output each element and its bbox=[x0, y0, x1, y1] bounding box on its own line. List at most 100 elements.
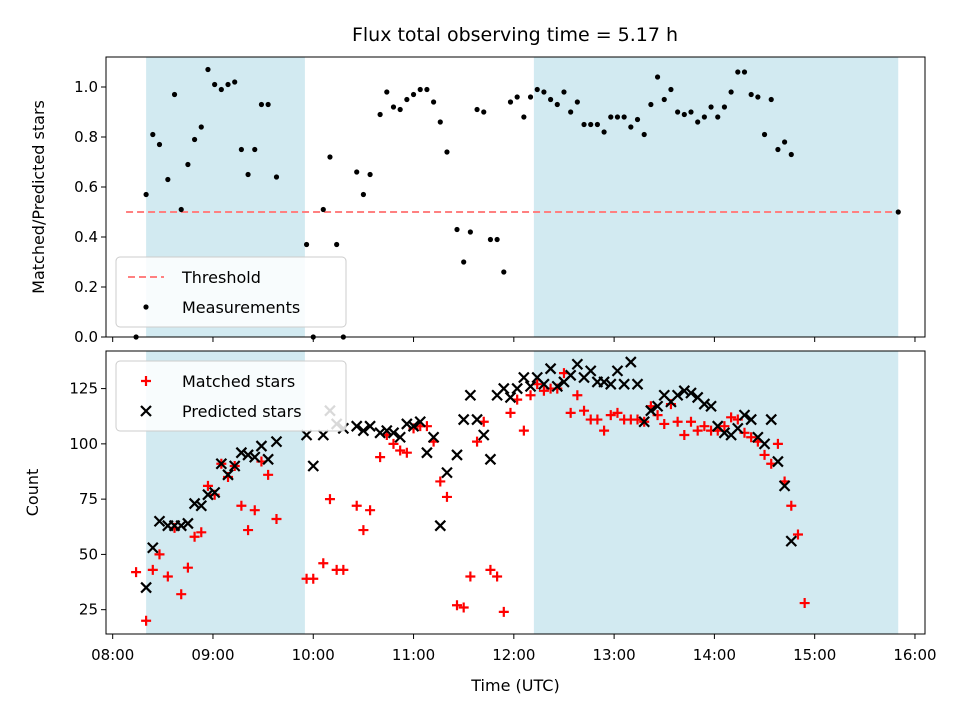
predicted-stars-point-34 bbox=[401, 418, 413, 430]
measurements-point-10 bbox=[198, 124, 204, 130]
measurements-point-34 bbox=[397, 106, 403, 113]
measurements-point-56 bbox=[548, 96, 554, 103]
predicted-stars-point-35 bbox=[407, 420, 420, 432]
measurements-point-60 bbox=[574, 99, 580, 105]
matched-stars-point-33 bbox=[388, 438, 399, 449]
matched-stars-point-65 bbox=[605, 410, 616, 421]
matched-stars-point-76 bbox=[679, 430, 690, 441]
legend-entry-label: Measurements bbox=[182, 298, 300, 317]
matched-stars-point-45 bbox=[472, 436, 483, 447]
legend-predicted-swatch bbox=[140, 405, 152, 417]
measurements-point-68 bbox=[628, 124, 634, 130]
predicted-stars-point-27 bbox=[350, 420, 363, 432]
top-y-ticks: 0.0 0.2 0.4 0.6 0.8 1.0 bbox=[74, 78, 106, 346]
matched-stars-point-4 bbox=[154, 549, 165, 560]
predicted-stars-point-63 bbox=[598, 376, 610, 388]
matched-stars-point-3 bbox=[147, 564, 158, 575]
x-tick-label: 08:00 bbox=[91, 646, 134, 664]
chart-title: Flux total observing time = 5.17 h bbox=[352, 24, 678, 46]
measurements-point-37 bbox=[417, 86, 423, 93]
top-y-tick-label: 1.0 bbox=[74, 78, 98, 96]
predicted-stars-point-74 bbox=[671, 389, 684, 401]
predicted-stars-point-83 bbox=[732, 422, 744, 435]
matched-stars-point-16 bbox=[236, 500, 247, 511]
measurements-point-51 bbox=[514, 94, 520, 100]
top-x-ticks bbox=[112, 337, 916, 342]
measurements-point-3 bbox=[150, 131, 156, 138]
legend-matched-swatch bbox=[141, 376, 151, 386]
bottom-y-tick-label: 125 bbox=[69, 380, 98, 398]
matched-stars-point-31 bbox=[375, 452, 386, 463]
measurements-point-29 bbox=[360, 191, 366, 198]
measurements-point-16 bbox=[238, 146, 244, 153]
predicted-stars-point-1 bbox=[140, 581, 152, 594]
measurements-point-47 bbox=[487, 236, 494, 243]
measurements-point-36 bbox=[410, 91, 417, 98]
measurements-series bbox=[133, 66, 901, 340]
matched-stars-point-50 bbox=[505, 407, 516, 418]
predicted-stars-point-7 bbox=[182, 517, 194, 530]
matched-stars-point-40 bbox=[435, 476, 446, 487]
matched-stars-point-88 bbox=[759, 449, 770, 460]
measurements-point-45 bbox=[474, 106, 480, 113]
bottom-y-tick-label: 100 bbox=[69, 435, 98, 453]
bottom-y-ticks: 25 50 75 100 125 bbox=[69, 380, 106, 619]
measurements-point-20 bbox=[265, 101, 271, 108]
bottom-legend-box bbox=[115, 360, 347, 432]
x-tick-label: 12:00 bbox=[492, 646, 535, 664]
matched-stars-point-9 bbox=[189, 531, 200, 542]
matched-stars-point-59 bbox=[565, 407, 576, 418]
matched-stars-point-82 bbox=[719, 421, 730, 432]
bottom-y-tick-label: 50 bbox=[79, 545, 98, 563]
measurements-point-2 bbox=[143, 191, 149, 198]
matched-stars-point-47 bbox=[485, 564, 496, 575]
predicted-stars-point-12 bbox=[215, 457, 228, 470]
predicted-stars-point-29 bbox=[364, 420, 376, 432]
matched-stars-point-93 bbox=[792, 529, 803, 540]
matched-stars-point-23 bbox=[308, 573, 319, 584]
legend-entry-label: Threshold bbox=[181, 268, 261, 287]
predicted-stars-point-76 bbox=[685, 387, 697, 399]
measurements-point-26 bbox=[334, 241, 340, 248]
matched-stars-point-17 bbox=[243, 525, 254, 536]
predicted-stars-point-46 bbox=[484, 453, 497, 466]
predicted-stars-point-14 bbox=[228, 460, 241, 472]
measurements-point-83 bbox=[728, 89, 734, 95]
matched-stars-point-18 bbox=[249, 505, 260, 516]
measurements-point-91 bbox=[782, 139, 788, 145]
predicted-stars-point-9 bbox=[195, 499, 208, 512]
matched-stars-point-92 bbox=[786, 500, 797, 511]
bottom-panel: 25 50 75 100 125 08:00 09:00 10:00 11:00 12:00 13… bbox=[23, 350, 937, 695]
measurements-point-32 bbox=[384, 89, 390, 95]
predicted-stars-point-90 bbox=[778, 480, 791, 492]
measurements-point-57 bbox=[554, 101, 560, 108]
matched-stars-point-75 bbox=[672, 416, 683, 427]
predicted-stars-point-40 bbox=[441, 466, 453, 479]
measurements-point-80 bbox=[708, 104, 714, 110]
predicted-stars-point-88 bbox=[765, 413, 778, 426]
measurements-point-49 bbox=[501, 269, 507, 275]
predicted-stars-point-55 bbox=[544, 362, 557, 375]
measurements-point-15 bbox=[232, 79, 238, 85]
predicted-stars-point-11 bbox=[208, 486, 221, 499]
matched-stars-point-28 bbox=[351, 500, 362, 511]
measurements-point-69 bbox=[634, 116, 641, 123]
bottom-y-axis-label: Count bbox=[23, 469, 42, 517]
top-y-axis-label: Matched/Predicted stars bbox=[29, 100, 48, 294]
top-axes-frame bbox=[105, 56, 926, 338]
predicted-stars-point-56 bbox=[551, 380, 564, 393]
measurements-point-89 bbox=[768, 96, 774, 103]
matched-stars-point-48 bbox=[492, 571, 503, 582]
predicted-stars-point-51 bbox=[518, 371, 530, 384]
x-tick-label: 09:00 bbox=[191, 646, 234, 664]
count-series bbox=[131, 356, 810, 626]
predicted-stars-point-84 bbox=[738, 409, 751, 421]
measurements-point-64 bbox=[601, 129, 607, 135]
measurements-point-11 bbox=[205, 66, 211, 73]
predicted-stars-point-69 bbox=[638, 415, 650, 428]
matched-stars-point-78 bbox=[692, 425, 703, 436]
top-y-tick-label: 0.0 bbox=[74, 328, 98, 346]
measurements-point-81 bbox=[715, 114, 721, 120]
measurements-point-71 bbox=[648, 101, 654, 108]
